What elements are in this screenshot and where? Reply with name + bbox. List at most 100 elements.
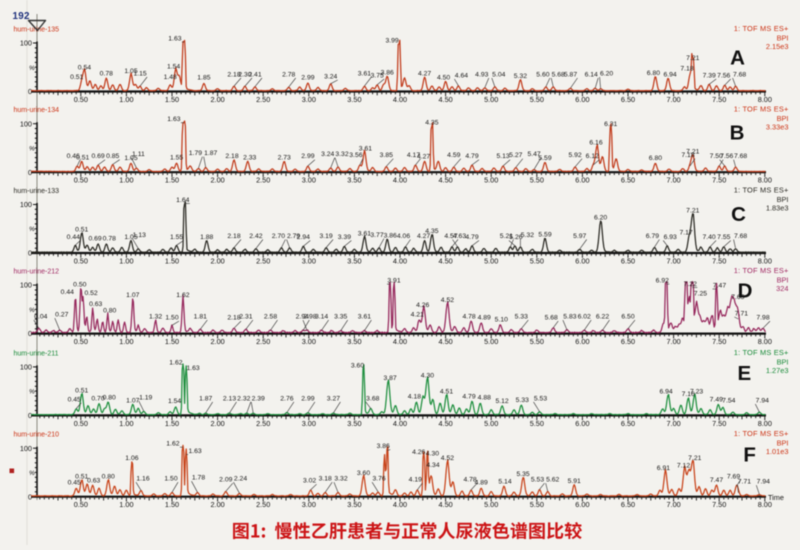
svg-text:7.40: 7.40 bbox=[702, 234, 715, 241]
svg-text:6.02: 6.02 bbox=[578, 314, 591, 321]
svg-text:4.50: 4.50 bbox=[438, 419, 452, 428]
svg-text:4.57: 4.57 bbox=[444, 233, 457, 240]
svg-text:7.12: 7.12 bbox=[677, 463, 690, 470]
svg-text:2.94: 2.94 bbox=[297, 234, 310, 241]
svg-text:3.86: 3.86 bbox=[384, 232, 397, 239]
svg-text:5.35: 5.35 bbox=[516, 471, 529, 478]
svg-text:8.00: 8.00 bbox=[758, 95, 772, 104]
svg-text:1.54: 1.54 bbox=[168, 398, 181, 405]
svg-text:2.50: 2.50 bbox=[256, 500, 270, 509]
svg-text:7.54: 7.54 bbox=[722, 398, 735, 405]
svg-text:1.50: 1.50 bbox=[165, 256, 179, 265]
svg-text:1: TOF MS ES+: 1: TOF MS ES+ bbox=[734, 186, 789, 195]
svg-text:8.00: 8.00 bbox=[758, 256, 772, 265]
svg-text:100: 100 bbox=[20, 119, 32, 128]
svg-text:1.79: 1.79 bbox=[189, 150, 202, 157]
svg-text:1.62: 1.62 bbox=[166, 441, 179, 448]
svg-text:7.50: 7.50 bbox=[712, 500, 726, 509]
svg-text:5.21: 5.21 bbox=[500, 233, 513, 240]
svg-text:4.19: 4.19 bbox=[409, 477, 422, 484]
svg-text:6.22: 6.22 bbox=[596, 314, 609, 321]
svg-text:4.78: 4.78 bbox=[462, 314, 475, 321]
svg-text:6.79: 6.79 bbox=[646, 233, 659, 240]
svg-text:2.50: 2.50 bbox=[256, 95, 270, 104]
svg-text:5.13: 5.13 bbox=[496, 153, 509, 160]
svg-text:3.00: 3.00 bbox=[302, 419, 316, 428]
svg-text:1.32: 1.32 bbox=[149, 314, 162, 321]
svg-text:7.94: 7.94 bbox=[756, 398, 769, 405]
svg-text:2.18: 2.18 bbox=[227, 233, 240, 240]
svg-text:6.31: 6.31 bbox=[604, 121, 617, 128]
svg-text:hum-urine-134: hum-urine-134 bbox=[14, 107, 60, 114]
svg-text:2.50: 2.50 bbox=[256, 337, 270, 346]
svg-text:5.50: 5.50 bbox=[530, 95, 544, 104]
svg-text:3.91: 3.91 bbox=[387, 278, 400, 285]
svg-text:6.00: 6.00 bbox=[575, 95, 589, 104]
svg-text:1.01e3: 1.01e3 bbox=[766, 447, 789, 456]
svg-text:2.39: 2.39 bbox=[252, 395, 265, 402]
svg-text:0.45: 0.45 bbox=[68, 396, 81, 403]
svg-text:324: 324 bbox=[776, 284, 788, 293]
svg-text:3.00: 3.00 bbox=[302, 500, 316, 509]
svg-text:5.68: 5.68 bbox=[552, 72, 565, 79]
svg-text:5.62: 5.62 bbox=[546, 477, 559, 484]
svg-text:3.68: 3.68 bbox=[366, 395, 379, 402]
svg-text:2.18: 2.18 bbox=[225, 153, 238, 160]
svg-text:2.50: 2.50 bbox=[256, 176, 270, 185]
svg-text:7.50: 7.50 bbox=[710, 153, 723, 160]
svg-text:1.07: 1.07 bbox=[126, 398, 139, 405]
svg-text:0.50: 0.50 bbox=[74, 176, 88, 185]
svg-text:0.50: 0.50 bbox=[73, 282, 86, 289]
svg-text:1.87: 1.87 bbox=[199, 395, 212, 402]
svg-text:5.26: 5.26 bbox=[509, 234, 522, 241]
svg-text:5.04: 5.04 bbox=[492, 72, 505, 79]
svg-text:0.50: 0.50 bbox=[74, 500, 88, 509]
svg-text:4.50: 4.50 bbox=[438, 256, 452, 265]
svg-text:6.20: 6.20 bbox=[594, 215, 607, 222]
svg-text:1.88: 1.88 bbox=[200, 234, 213, 241]
svg-text:3.86: 3.86 bbox=[381, 70, 394, 77]
svg-text:3.00: 3.00 bbox=[302, 256, 316, 265]
svg-text:4.21: 4.21 bbox=[411, 312, 424, 319]
svg-text:1.63: 1.63 bbox=[168, 36, 181, 43]
svg-text:5.00: 5.00 bbox=[484, 419, 498, 428]
svg-text:5.91: 5.91 bbox=[568, 478, 581, 485]
svg-text:5.83: 5.83 bbox=[563, 314, 576, 321]
svg-text:2.79: 2.79 bbox=[287, 233, 300, 240]
svg-text:3.24: 3.24 bbox=[324, 74, 337, 81]
svg-text:BPI: BPI bbox=[777, 357, 789, 366]
svg-text:5.32: 5.32 bbox=[521, 232, 534, 239]
svg-text:6.00: 6.00 bbox=[575, 500, 589, 509]
svg-text:7.18: 7.18 bbox=[680, 66, 693, 73]
svg-text:7.47: 7.47 bbox=[710, 477, 723, 484]
svg-text:1.50: 1.50 bbox=[165, 337, 179, 346]
svg-text:7.17: 7.17 bbox=[679, 229, 692, 236]
svg-text:7.25: 7.25 bbox=[694, 290, 707, 297]
svg-text:4.00: 4.00 bbox=[393, 337, 407, 346]
svg-text:6.00: 6.00 bbox=[575, 419, 589, 428]
svg-text:1.87: 1.87 bbox=[204, 150, 217, 157]
svg-text:6.92: 6.92 bbox=[656, 278, 669, 285]
svg-text:3.00: 3.00 bbox=[302, 95, 316, 104]
svg-text:3.85: 3.85 bbox=[380, 152, 393, 159]
svg-text:2.00: 2.00 bbox=[210, 176, 224, 185]
svg-text:2.00: 2.00 bbox=[210, 419, 224, 428]
svg-text:6.91: 6.91 bbox=[657, 465, 670, 472]
svg-text:2.98: 2.98 bbox=[303, 314, 316, 321]
svg-text:4.59: 4.59 bbox=[447, 152, 460, 159]
svg-text:5.53: 5.53 bbox=[531, 477, 544, 484]
svg-text:1.50: 1.50 bbox=[165, 500, 179, 509]
svg-text:B: B bbox=[730, 122, 745, 145]
svg-text:3.27: 3.27 bbox=[327, 395, 340, 402]
svg-text:7.68: 7.68 bbox=[733, 72, 746, 79]
svg-text:5.92: 5.92 bbox=[568, 152, 581, 159]
svg-text:3.77: 3.77 bbox=[370, 232, 383, 239]
svg-text:1.48: 1.48 bbox=[164, 74, 177, 81]
svg-text:BPI: BPI bbox=[777, 276, 789, 285]
svg-text:5.50: 5.50 bbox=[530, 419, 544, 428]
svg-text:7.50: 7.50 bbox=[712, 256, 726, 265]
svg-text:2.78: 2.78 bbox=[282, 72, 295, 79]
svg-text:7.39: 7.39 bbox=[703, 73, 716, 80]
svg-text:4.00: 4.00 bbox=[393, 256, 407, 265]
svg-text:100: 100 bbox=[20, 363, 32, 372]
